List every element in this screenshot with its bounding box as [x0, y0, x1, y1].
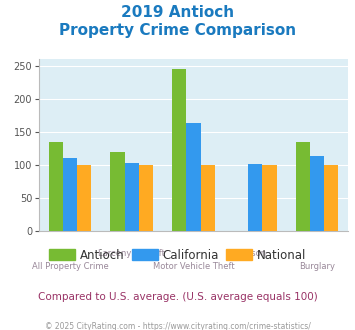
Text: Larceny & Theft: Larceny & Theft: [98, 249, 165, 258]
Bar: [201, 165, 215, 231]
Bar: [125, 163, 139, 231]
Bar: [77, 165, 91, 231]
Text: All Property Crime: All Property Crime: [32, 262, 108, 271]
Text: Motor Vehicle Theft: Motor Vehicle Theft: [153, 262, 234, 271]
Text: © 2025 CityRating.com - https://www.cityrating.com/crime-statistics/: © 2025 CityRating.com - https://www.city…: [45, 322, 310, 330]
Text: Burglary: Burglary: [299, 262, 335, 271]
Text: Arson: Arson: [243, 249, 267, 258]
Text: Compared to U.S. average. (U.S. average equals 100): Compared to U.S. average. (U.S. average …: [38, 292, 317, 302]
Bar: [310, 156, 324, 231]
Text: Property Crime Comparison: Property Crime Comparison: [59, 23, 296, 38]
Bar: [49, 142, 63, 231]
Bar: [110, 152, 125, 231]
Bar: [63, 158, 77, 231]
Text: 2019 Antioch: 2019 Antioch: [121, 5, 234, 20]
Bar: [296, 142, 310, 231]
Bar: [248, 164, 262, 231]
Bar: [139, 165, 153, 231]
Bar: [262, 165, 277, 231]
Legend: Antioch, California, National: Antioch, California, National: [44, 244, 311, 266]
Bar: [186, 123, 201, 231]
Bar: [324, 165, 338, 231]
Bar: [172, 69, 186, 231]
